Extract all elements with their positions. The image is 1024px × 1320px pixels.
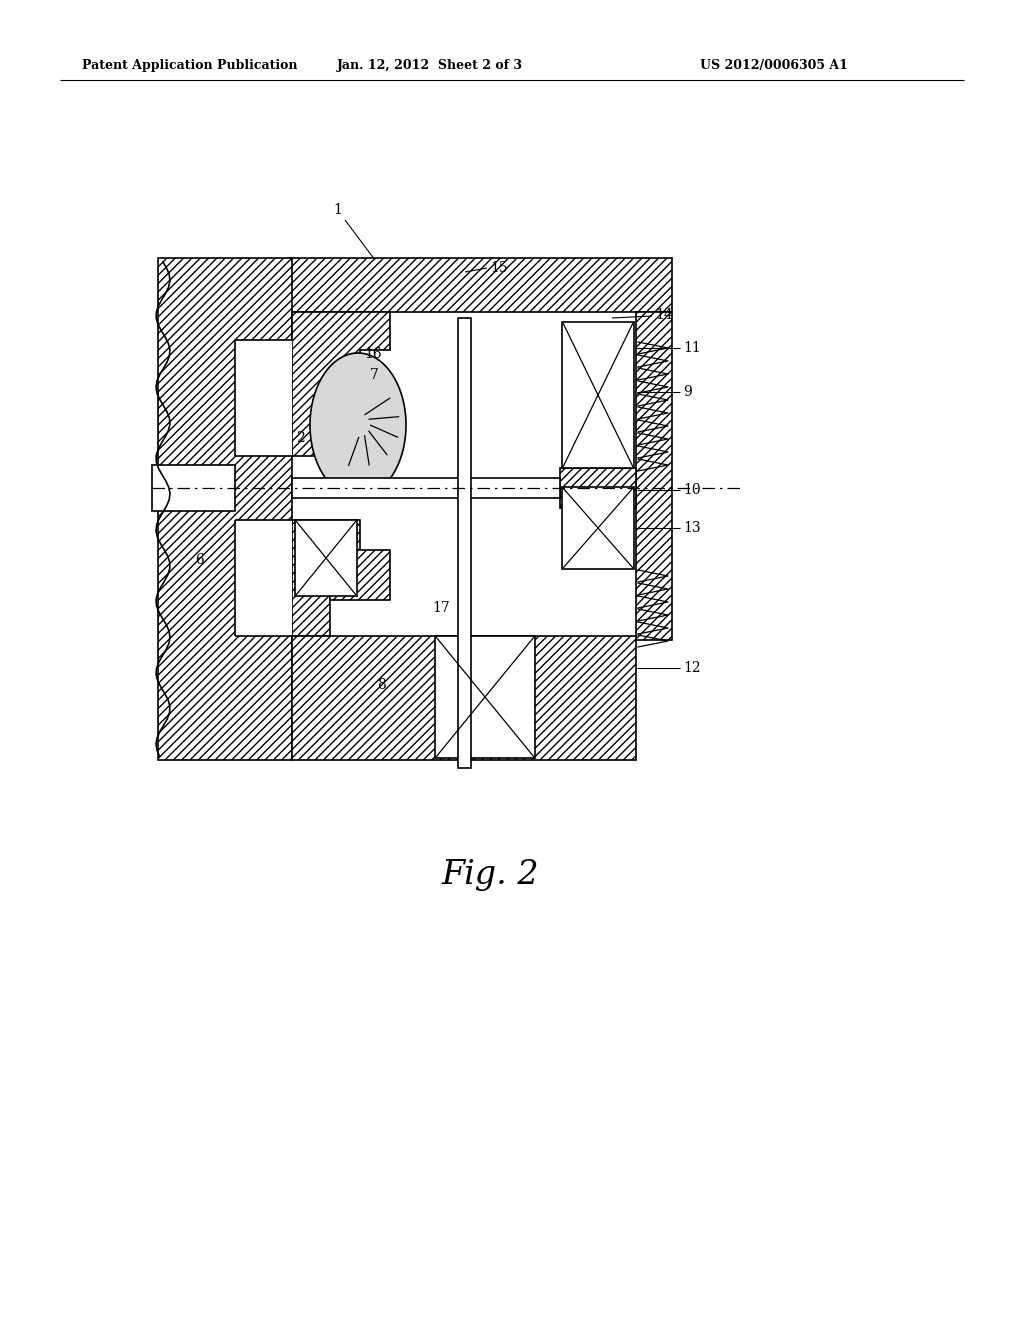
Text: 17: 17 — [432, 601, 450, 615]
Polygon shape — [292, 636, 636, 760]
Bar — [470, 478, 560, 498]
Text: US 2012/0006305 A1: US 2012/0006305 A1 — [700, 59, 848, 73]
Text: 16: 16 — [364, 347, 382, 360]
Text: 7: 7 — [370, 368, 379, 381]
Polygon shape — [234, 520, 292, 636]
Text: 14: 14 — [655, 308, 673, 322]
Polygon shape — [292, 312, 390, 455]
Text: 11: 11 — [683, 341, 700, 355]
Text: Patent Application Publication: Patent Application Publication — [82, 59, 298, 73]
Text: 9: 9 — [683, 385, 692, 399]
Polygon shape — [636, 312, 672, 640]
Bar — [458, 318, 471, 768]
Polygon shape — [330, 380, 390, 455]
Text: Fig. 2: Fig. 2 — [441, 859, 539, 891]
Text: 15: 15 — [490, 261, 508, 275]
Text: 2: 2 — [296, 432, 304, 445]
Text: 8: 8 — [378, 678, 386, 692]
Polygon shape — [288, 257, 672, 312]
Text: 10: 10 — [683, 483, 700, 498]
Polygon shape — [560, 469, 636, 508]
Bar — [562, 487, 634, 569]
Polygon shape — [158, 257, 292, 760]
Text: 12: 12 — [683, 661, 700, 675]
Bar — [562, 322, 634, 469]
Text: Jan. 12, 2012  Sheet 2 of 3: Jan. 12, 2012 Sheet 2 of 3 — [337, 59, 523, 73]
Polygon shape — [310, 352, 406, 498]
Polygon shape — [292, 520, 360, 636]
Bar — [435, 636, 535, 758]
Bar — [152, 465, 234, 511]
Text: 6: 6 — [196, 553, 205, 568]
Bar — [295, 520, 357, 597]
Polygon shape — [234, 341, 292, 455]
Polygon shape — [330, 550, 390, 601]
Text: 13: 13 — [683, 521, 700, 535]
Text: 1: 1 — [334, 203, 342, 216]
Bar — [292, 478, 460, 498]
